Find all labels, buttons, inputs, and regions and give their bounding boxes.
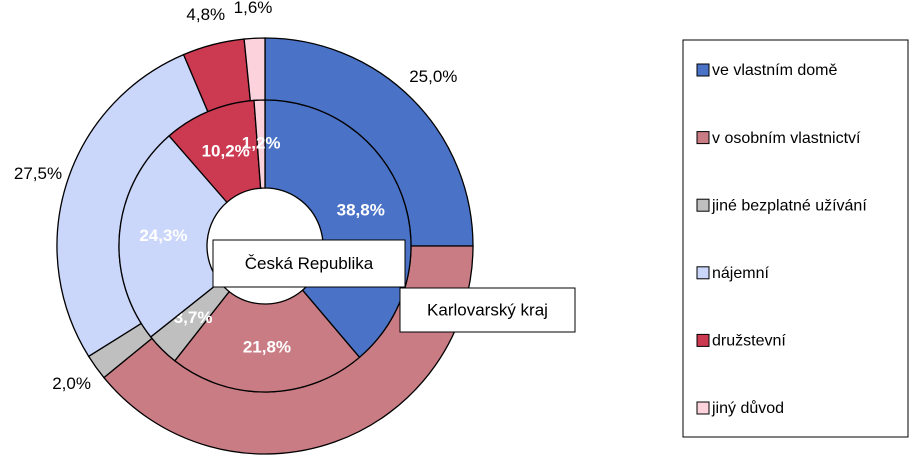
series-label: Karlovarský kraj: [427, 300, 548, 319]
donut-segment: [118, 134, 228, 338]
legend-label: v osobním vlastnictví: [712, 130, 861, 147]
legend-swatch: [696, 198, 710, 212]
data-label: 1,2%: [242, 134, 281, 153]
data-label: 25,0%: [409, 67, 457, 86]
legend-label: jiné bezplatné užívání: [711, 197, 867, 214]
data-label: 1,6%: [234, 0, 273, 17]
donut-segment: [264, 99, 412, 359]
legend-label: jiný důvod: [711, 399, 784, 417]
data-label: 2,0%: [52, 374, 91, 393]
donut-segment: [253, 99, 266, 189]
series-label-box: [212, 239, 406, 288]
legend-swatch: [696, 266, 710, 280]
data-label: 24,3%: [139, 226, 187, 245]
legend-swatch: [696, 63, 710, 77]
donut-segment: [173, 289, 361, 393]
series-label: Česká Republika: [245, 254, 374, 273]
data-label: 27,5%: [14, 164, 62, 183]
data-label: 3,7%: [174, 308, 213, 327]
legend-label: družstevní: [712, 333, 786, 350]
series-label-box: [399, 287, 576, 333]
legend-box: [682, 39, 909, 438]
legend-swatch: [696, 401, 710, 415]
legend-swatch: [696, 131, 710, 145]
data-label: 10,2%: [202, 141, 250, 160]
data-label: 21,8%: [243, 337, 291, 356]
legend-label: nájemní: [712, 265, 769, 282]
legend-label: ve vlastním domě: [712, 62, 837, 79]
data-label: 4,8%: [186, 5, 225, 24]
data-label: 38,8%: [337, 200, 385, 219]
legend-swatch: [696, 333, 710, 347]
